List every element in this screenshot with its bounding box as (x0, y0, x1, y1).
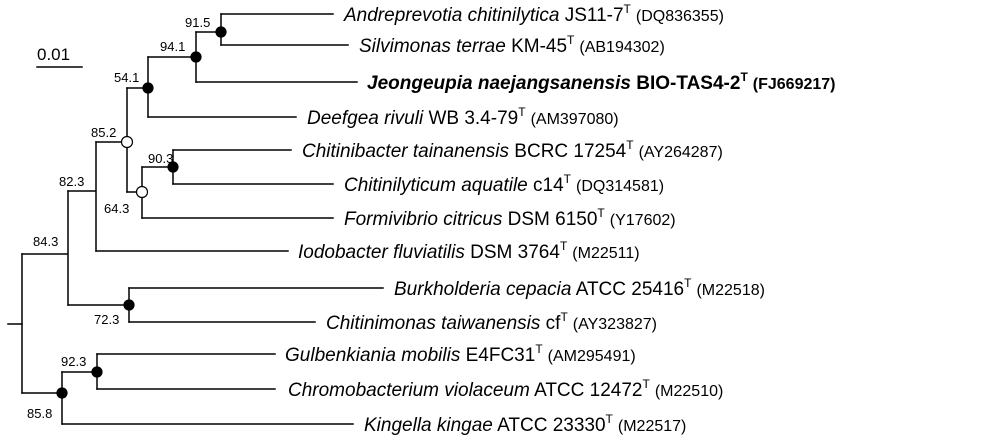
node-marker-64-3 (135, 185, 149, 199)
taxon-label-jeongeupia: Jeongeupia naejangsanensis BIO-TAS4-2T (F… (367, 70, 836, 94)
bootstrap-label: 72.3 (94, 312, 119, 327)
scale-bar-label: 0.01 (37, 45, 70, 64)
taxon-label-andreprevotia: Andreprevotia chitinilytica JS11-7T (DQ83… (343, 2, 724, 26)
tree-nodes (56, 26, 227, 399)
taxon-label-chitinimonas: Chitinimonas taiwanensis cfT (AY323827) (326, 310, 657, 334)
bootstrap-label: 94.1 (160, 39, 185, 54)
node-marker-85-2 (120, 135, 134, 149)
node-marker-54-1 (142, 82, 154, 94)
taxon-label-formivibrio: Formivibrio citricus DSM 6150T (Y17602) (344, 206, 676, 230)
taxon-label-kingella: Kingella kingae ATCC 23330T (M22517) (364, 412, 686, 436)
taxon-label-burkholderia: Burkholderia cepacia ATCC 25416T (M22518) (394, 276, 765, 300)
taxon-label-deefgea: Deefgea rivuli WB 3.4-79T (AM397080) (307, 105, 619, 129)
taxon-label-chromobacterium: Chromobacterium violaceum ATCC 12472T (M2… (288, 377, 723, 401)
taxon-labels: Andreprevotia chitinilytica JS11-7T (DQ83… (285, 2, 836, 436)
bootstrap-values: 91.5 94.1 54.1 85.2 90.3 64.3 82.3 84.3 … (27, 15, 210, 421)
node-marker-92-3 (91, 366, 103, 378)
node-marker-90-3 (167, 161, 179, 173)
bootstrap-label: 85.8 (27, 406, 52, 421)
branch-82-3 (67, 141, 97, 252)
bootstrap-label: 91.5 (185, 15, 210, 30)
taxon-label-chitinibacter: Chitinibacter tainanensis BCRC 17254T (AY… (302, 138, 723, 162)
scale-bar: 0.01 (36, 45, 83, 68)
bootstrap-label: 92.3 (61, 354, 86, 369)
bootstrap-label: 90.3 (148, 151, 173, 166)
node-marker-85-8 (56, 387, 68, 399)
bootstrap-label: 64.3 (104, 201, 129, 216)
bootstrap-label: 54.1 (114, 70, 139, 85)
bootstrap-label: 84.3 (33, 234, 58, 249)
taxon-label-gulbenkiania: Gulbenkiania mobilis E4FC31T (AM295491) (285, 342, 636, 366)
bootstrap-label: 85.2 (91, 125, 116, 140)
branch-84-3 (21, 190, 69, 306)
taxon-label-silvimonas: Silvimonas terrae KM-45T (AB194302) (359, 33, 665, 57)
node-marker-72-3 (123, 299, 135, 311)
node-marker-94-1 (190, 51, 202, 63)
taxon-label-chitinilyticum: Chitinilyticum aquatile c14T (DQ314581) (344, 172, 664, 196)
taxon-label-iodobacter: Iodobacter fluviatilis DSM 3764T (M22511) (298, 239, 640, 263)
bootstrap-label: 82.3 (59, 174, 84, 189)
node-marker-91-5 (215, 26, 227, 38)
